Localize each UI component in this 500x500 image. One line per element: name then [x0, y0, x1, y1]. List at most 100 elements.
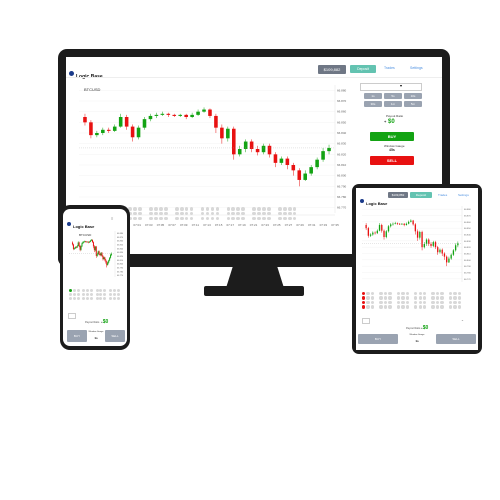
tablet-buy-button[interactable]: BUY — [358, 334, 398, 344]
history-dot — [278, 216, 282, 221]
time-option[interactable]: 5m — [404, 101, 422, 107]
history-dot — [138, 211, 142, 216]
candle-body — [172, 114, 177, 116]
tablet-settings-link[interactable]: Settings — [458, 193, 469, 197]
history-dot — [405, 296, 410, 300]
history-dot — [241, 207, 245, 211]
y-tick-label: 66.800 — [117, 264, 124, 266]
plus-icon[interactable]: + — [384, 119, 387, 124]
buy-button[interactable]: BUY — [370, 132, 414, 141]
deposit-button[interactable]: Deposit — [350, 65, 376, 73]
tablet-sell-button[interactable]: SELL — [436, 334, 476, 344]
history-dot — [366, 292, 370, 296]
history-dot — [163, 216, 168, 221]
time-option[interactable]: 30s — [364, 101, 382, 107]
candle-body — [80, 246, 82, 250]
history-dot — [283, 211, 287, 216]
history-dot — [99, 289, 103, 292]
y-tick-label: 66.840 — [337, 131, 347, 135]
candle-body — [396, 223, 399, 224]
candle-body — [107, 129, 111, 131]
dot-group — [396, 292, 410, 309]
dot-group — [431, 292, 444, 309]
history-dot — [396, 296, 401, 300]
candle-body — [450, 254, 452, 259]
tablet-window-value: 1s — [415, 339, 419, 343]
phone-sell-button[interactable]: SELL — [105, 330, 125, 342]
time-option[interactable]: 1s — [364, 93, 382, 99]
trades-link[interactable]: Trades — [384, 66, 395, 70]
time-option[interactable]: 1m — [384, 101, 402, 107]
monitor-stand-base — [204, 286, 304, 296]
candle-body — [419, 231, 421, 238]
menu-icon[interactable]: ≡ — [111, 216, 114, 221]
settings-link[interactable]: Settings — [410, 66, 423, 70]
candle-body — [309, 167, 313, 174]
y-tick-label: 66.780 — [464, 273, 471, 275]
history-dot — [401, 300, 405, 305]
history-dot — [292, 211, 297, 216]
history-dot — [159, 216, 163, 221]
phone-logo[interactable]: Logic Base — [67, 215, 94, 233]
candle-body — [82, 242, 84, 244]
history-dot — [287, 211, 292, 216]
candle-body — [273, 154, 278, 163]
history-dot — [448, 300, 453, 305]
time-option[interactable]: 5s — [384, 93, 402, 99]
history-dot — [226, 216, 231, 221]
time-option[interactable]: 10s — [404, 93, 422, 99]
tablet-trades-link[interactable]: Trades — [438, 193, 448, 197]
history-dot — [418, 292, 422, 296]
candle-body — [457, 243, 459, 246]
balance-badge: $109,882 — [318, 65, 346, 74]
history-dot — [112, 289, 116, 292]
candle-body — [327, 147, 331, 152]
tablet-price-chart[interactable]: 66.880 66.870 66.860 66.850 66.840 66.830 66.8… — [358, 202, 476, 286]
dot-group — [108, 289, 120, 300]
candle-body — [437, 247, 439, 253]
phone-window-label: Window Gauge — [88, 331, 104, 333]
y-tick-label: 66.770 — [117, 275, 124, 277]
history-dot — [86, 296, 90, 300]
history-dot — [175, 211, 179, 216]
plus-icon[interactable]: + — [421, 326, 423, 330]
phone-buy-button[interactable]: BUY — [67, 330, 87, 342]
history-dot — [86, 292, 90, 296]
history-dot — [370, 292, 375, 296]
candle-body — [142, 119, 147, 128]
tablet-logo[interactable]: Logic Base — [360, 192, 387, 210]
asset-select[interactable] — [360, 83, 422, 91]
tablet-deposit-button[interactable]: Deposit — [410, 192, 432, 198]
history-dot — [189, 216, 194, 221]
history-dot — [414, 296, 418, 300]
plus-icon[interactable]: + — [101, 320, 103, 324]
tablet-asset-select[interactable] — [362, 318, 370, 324]
y-tick-label: 66.830 — [464, 241, 471, 243]
candle-body — [321, 151, 325, 160]
candle-body — [448, 258, 450, 263]
tablet-chevron-icon[interactable]: ⌄ — [461, 318, 464, 322]
candle-body — [108, 260, 110, 263]
price-chart[interactable]: 66.880 66.870 66.860 66.850 66.840 66.830 66.8… — [69, 81, 355, 227]
candle-body — [74, 247, 76, 249]
history-dot — [457, 305, 462, 309]
phone-asset-select[interactable] — [68, 313, 76, 319]
candle-body — [130, 126, 135, 138]
x-tick-label: 07:31 — [308, 223, 316, 227]
sell-button[interactable]: SELL — [370, 156, 414, 165]
candle-body — [383, 230, 385, 238]
dot-group — [82, 289, 94, 300]
candle-body — [237, 149, 242, 155]
candle-body — [303, 173, 307, 180]
history-dot — [431, 296, 435, 300]
history-dot — [69, 289, 72, 292]
candle-body — [136, 127, 141, 138]
candle-body — [439, 249, 441, 253]
candle-body — [112, 126, 117, 131]
y-tick-label: 66.880 — [117, 233, 124, 235]
candle-body — [83, 241, 85, 243]
candle-body — [196, 111, 200, 115]
candle-body — [387, 226, 390, 232]
history-dot — [453, 296, 457, 300]
